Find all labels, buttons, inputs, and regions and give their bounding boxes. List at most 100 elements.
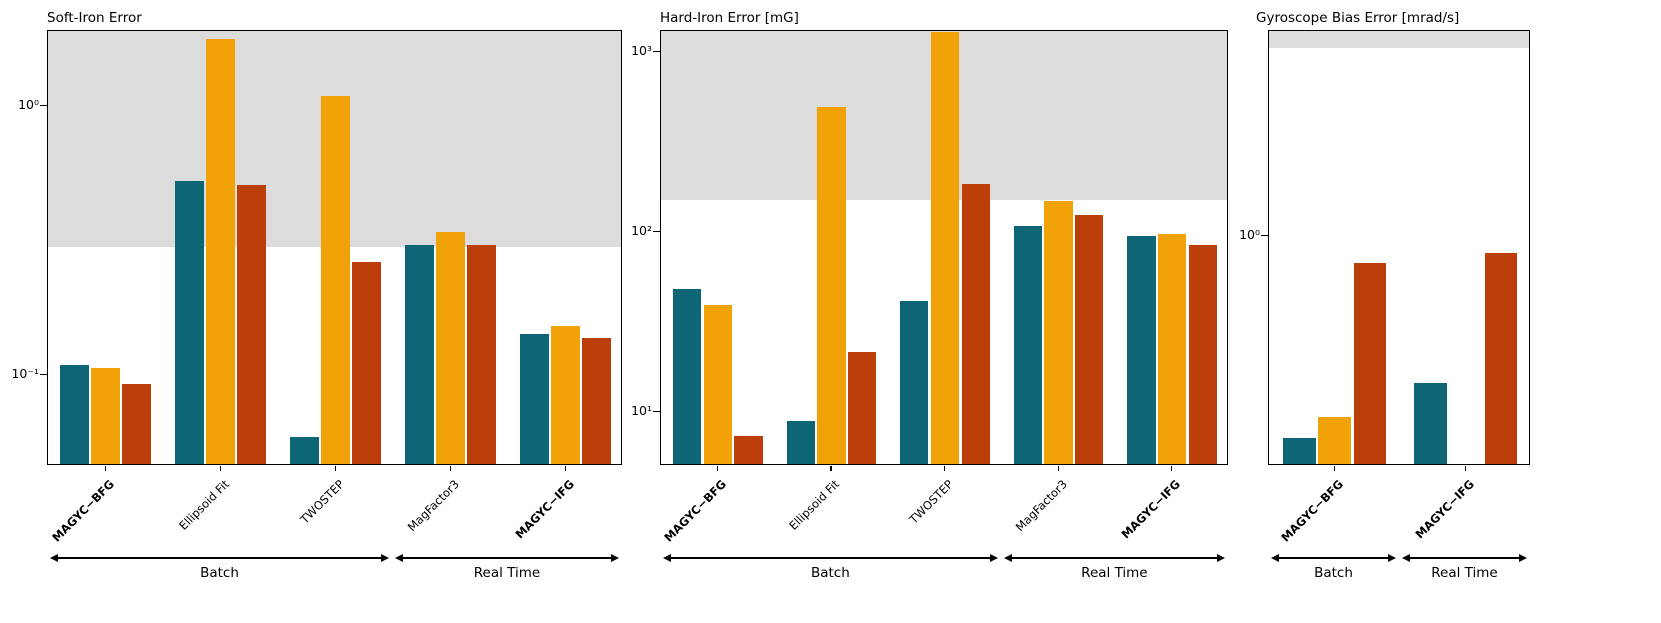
bar-series-3-MAGYC−IFG [1484, 253, 1518, 464]
x-tick-mark [716, 466, 718, 471]
bar-series-3-TWOSTEP [352, 261, 381, 464]
group-range-arrow [663, 554, 998, 563]
group-range-arrow [50, 554, 389, 563]
group-range-arrow [1402, 554, 1527, 563]
bar-series-2-MAGYC−IFG [1158, 233, 1187, 464]
x-tick-mark [1057, 466, 1059, 471]
arrow-head-right-icon [611, 554, 619, 562]
x-tick-mark [830, 466, 832, 471]
y-tick-label: 10³ [631, 42, 652, 58]
x-category-label: Ellipsoid Fit [786, 477, 843, 533]
arrow-head-right-icon [381, 554, 389, 562]
bar-series-2-MagFactor3 [436, 231, 465, 464]
bar-series-3-TWOSTEP [961, 183, 990, 464]
group-range-arrow [1003, 554, 1225, 563]
x-tick-mark [334, 466, 336, 471]
x-category-label: MAGYC−IFG [511, 477, 577, 542]
bar-series-2-MAGYC−IFG [551, 325, 580, 464]
x-tick-mark [219, 466, 221, 471]
bar-series-3-MAGYC−BFG [1353, 263, 1387, 464]
arrow-head-right-icon [1519, 554, 1527, 562]
x-category-label: MagFactor3 [1012, 477, 1070, 535]
y-tick-label: 10⁻¹ [11, 366, 39, 382]
arrow-line [1407, 557, 1522, 559]
x-category-label: MAGYC−IFG [1118, 477, 1184, 542]
bar-series-1-MAGYC−BFG [1282, 437, 1316, 464]
x-category-label: MagFactor3 [404, 477, 462, 535]
arrow-head-right-icon [1216, 554, 1225, 562]
arrow-head-left-icon [50, 554, 58, 562]
y-tick-mark [653, 410, 660, 412]
arrow-head-left-icon [1271, 554, 1279, 562]
x-tick-mark [449, 466, 451, 471]
bar-series-2-TWOSTEP [930, 32, 960, 464]
group-range-arrow [395, 554, 619, 563]
bar-series-3-MAGYC−BFG [734, 435, 763, 464]
bar-series-1-Ellipsoid Fit [786, 420, 815, 464]
bar-series-1-MAGYC−IFG [520, 333, 549, 464]
bar-series-2-MAGYC−BFG [703, 305, 732, 464]
plot-area [47, 30, 622, 465]
bar-series-2-MagFactor3 [1044, 200, 1073, 464]
chart-title-gyro-bias: Gyroscope Bias Error [mrad/s] [1256, 10, 1460, 26]
y-tick-mark [40, 374, 47, 376]
arrow-line [1276, 557, 1391, 559]
y-tick-mark [1261, 235, 1268, 237]
plot-area [660, 30, 1228, 465]
arrow-head-left-icon [1003, 554, 1012, 562]
bar-series-1-MAGYC−IFG [1127, 236, 1156, 464]
x-category-label: TWOSTEP [296, 477, 347, 527]
group-label: Batch [200, 565, 239, 581]
bar-series-1-MAGYC−IFG [1413, 383, 1447, 464]
bar-series-1-MAGYC−BFG [672, 288, 702, 464]
arrow-line [668, 557, 993, 559]
x-category-label: MAGYC−BFG [661, 477, 729, 545]
bar-series-3-MAGYC−BFG [122, 384, 151, 464]
arrow-head-right-icon [1388, 554, 1396, 562]
group-label: Real Time [1081, 565, 1148, 581]
x-category-label: MAGYC−BFG [1277, 477, 1346, 545]
group-label: Batch [1314, 565, 1353, 581]
bar-series-3-Ellipsoid Fit [237, 185, 266, 464]
x-category-label: Ellipsoid Fit [175, 477, 232, 533]
arrow-head-left-icon [663, 554, 671, 562]
y-tick-mark [653, 230, 660, 232]
bar-series-2-MAGYC−BFG [91, 367, 120, 464]
x-tick-mark [564, 466, 566, 471]
x-tick-mark [1464, 466, 1466, 471]
group-range-arrow [1271, 554, 1396, 563]
chart-title-hard-iron: Hard-Iron Error [mG] [660, 10, 799, 26]
y-tick-label: 10⁰ [1239, 227, 1260, 243]
arrow-head-left-icon [395, 554, 403, 562]
group-label: Batch [810, 565, 850, 581]
bar-series-3-MagFactor3 [467, 244, 496, 464]
y-tick-mark [653, 50, 660, 52]
shaded-threshold-region [661, 31, 1227, 200]
bar-series-1-MagFactor3 [405, 244, 434, 464]
y-tick-label: 10² [631, 222, 652, 238]
bar-series-1-TWOSTEP [900, 301, 929, 464]
x-tick-mark [1333, 466, 1335, 471]
x-category-label: TWOSTEP [906, 477, 956, 527]
y-tick-label: 10¹ [631, 402, 652, 418]
group-label: Real Time [473, 565, 541, 581]
y-tick-label: 10⁰ [18, 97, 39, 112]
x-category-label: MAGYC−IFG [1411, 477, 1477, 542]
plot-area [1268, 30, 1530, 465]
x-tick-mark [944, 466, 946, 471]
bar-series-2-TWOSTEP [321, 96, 350, 464]
y-tick-mark [40, 105, 47, 107]
bar-series-2-Ellipsoid Fit [206, 38, 235, 464]
bar-series-3-MagFactor3 [1075, 215, 1104, 464]
bar-series-1-MAGYC−BFG [60, 365, 89, 464]
arrow-head-right-icon [989, 554, 998, 562]
x-category-label: MAGYC−BFG [48, 477, 117, 545]
arrow-line [55, 557, 384, 559]
